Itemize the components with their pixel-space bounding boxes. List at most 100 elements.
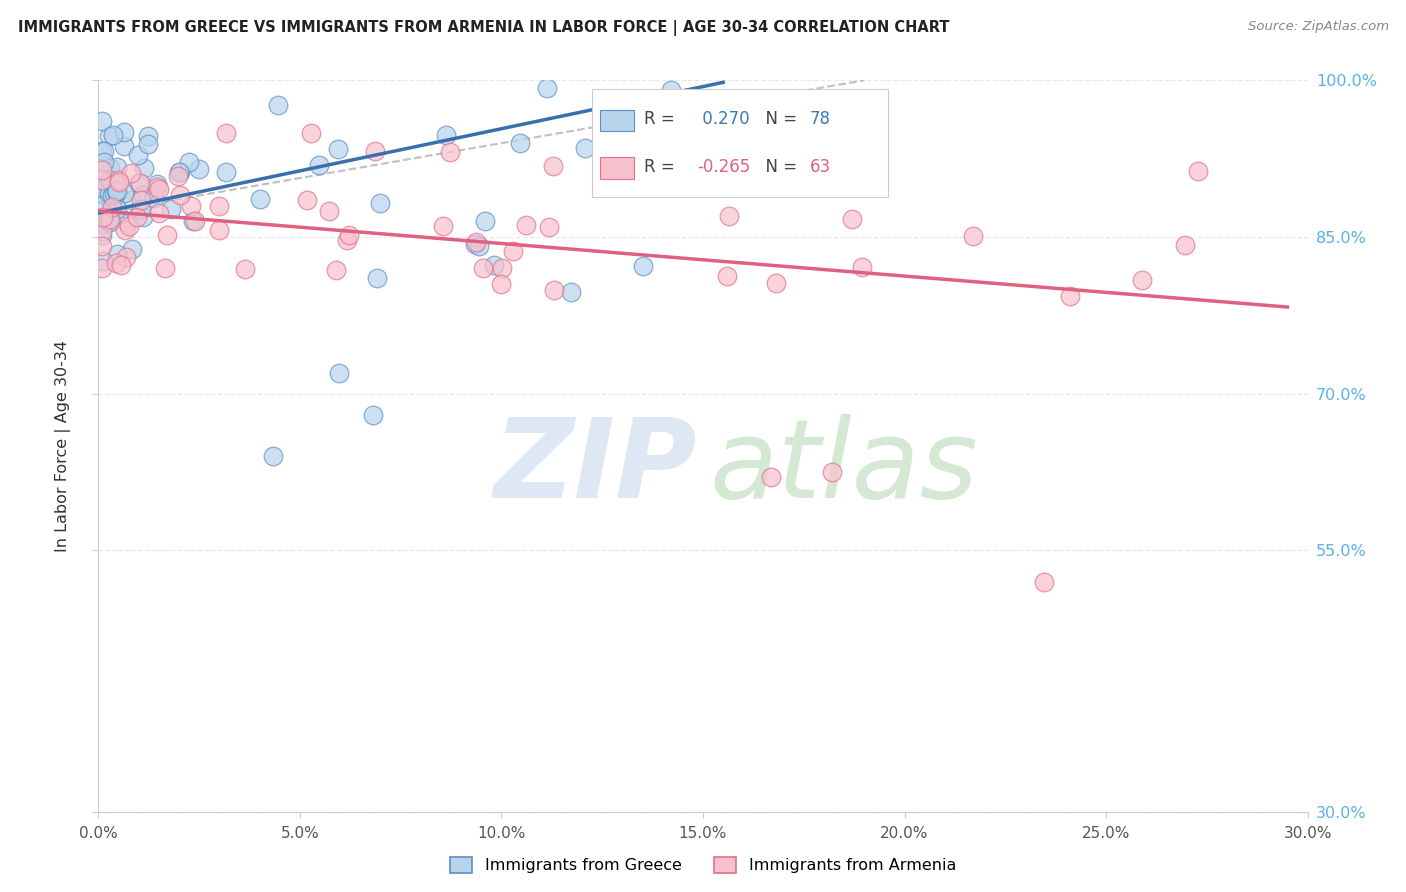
Point	[98, 129, 121, 144]
Point	[98, 161, 121, 175]
Point	[574, 141, 596, 155]
Text: IMMIGRANTS FROM GREECE VS IMMIGRANTS FROM ARMENIA IN LABOR FORCE | AGE 30-34 COR: IMMIGRANTS FROM GREECE VS IMMIGRANTS FRO…	[18, 20, 950, 36]
Point	[464, 236, 486, 251]
Point	[121, 193, 143, 207]
Point	[101, 128, 124, 142]
Point	[432, 219, 454, 233]
Point	[215, 126, 238, 140]
Point	[169, 188, 191, 202]
Point	[143, 191, 166, 205]
Point	[851, 260, 873, 275]
Point	[208, 223, 231, 237]
Text: R =: R =	[644, 158, 679, 176]
Point	[249, 192, 271, 206]
Point	[108, 174, 131, 188]
Point	[100, 172, 122, 186]
Point	[468, 239, 491, 253]
Point	[97, 186, 120, 201]
Point	[127, 211, 149, 225]
Text: Source: ZipAtlas.com: Source: ZipAtlas.com	[1249, 20, 1389, 33]
Point	[465, 235, 488, 249]
Point	[105, 184, 128, 198]
Point	[364, 144, 387, 158]
Point	[115, 216, 138, 230]
Point	[335, 233, 357, 247]
Text: R =: R =	[644, 110, 679, 128]
Point	[91, 253, 114, 268]
Point	[91, 261, 114, 276]
Point	[105, 160, 128, 174]
Point	[91, 173, 114, 187]
Point	[167, 165, 190, 179]
Text: 78: 78	[810, 110, 831, 128]
Point	[177, 155, 200, 169]
Point	[98, 211, 121, 226]
Point	[107, 247, 129, 261]
Point	[361, 408, 384, 422]
Point	[482, 258, 505, 272]
Point	[716, 268, 738, 283]
Point	[129, 202, 152, 217]
Point	[121, 242, 143, 256]
Point	[326, 142, 349, 156]
Point	[439, 145, 461, 159]
Point	[538, 220, 561, 235]
Point	[318, 203, 340, 218]
Point	[560, 285, 582, 299]
Point	[156, 227, 179, 242]
Point	[659, 82, 682, 96]
Point	[107, 173, 129, 187]
Point	[541, 159, 564, 173]
Text: ZIP: ZIP	[494, 415, 697, 522]
Point	[325, 262, 347, 277]
Point	[1130, 273, 1153, 287]
Legend: Immigrants from Greece, Immigrants from Armenia: Immigrants from Greece, Immigrants from …	[443, 850, 963, 880]
Point	[1059, 289, 1081, 303]
Point	[148, 182, 170, 196]
Point	[1174, 238, 1197, 252]
Point	[120, 166, 142, 180]
Point	[91, 186, 114, 201]
Point	[235, 262, 257, 277]
Point	[472, 260, 495, 275]
Point	[491, 260, 513, 275]
FancyBboxPatch shape	[592, 89, 889, 197]
Point	[101, 187, 124, 202]
Point	[502, 244, 524, 258]
Point	[183, 213, 205, 227]
Point	[112, 186, 135, 201]
Text: atlas: atlas	[709, 415, 977, 522]
Point	[91, 113, 114, 128]
Point	[153, 261, 176, 276]
Point	[1187, 164, 1209, 178]
Point	[962, 229, 984, 244]
Point	[132, 188, 155, 202]
Y-axis label: In Labor Force | Age 30-34: In Labor Force | Age 30-34	[55, 340, 70, 552]
Point	[1032, 574, 1054, 589]
Point	[181, 214, 204, 228]
Point	[91, 210, 114, 224]
Point	[93, 154, 115, 169]
Point	[146, 179, 169, 194]
Point	[841, 211, 863, 226]
Point	[328, 366, 350, 380]
Point	[299, 126, 322, 140]
Point	[112, 125, 135, 139]
Text: N =: N =	[755, 158, 803, 176]
Point	[132, 161, 155, 175]
Point	[339, 227, 361, 242]
Point	[91, 182, 114, 196]
Point	[91, 239, 114, 253]
Point	[633, 260, 655, 274]
Point	[132, 210, 155, 224]
Point	[104, 256, 127, 270]
Point	[104, 188, 127, 202]
Point	[148, 206, 170, 220]
Point	[295, 193, 318, 207]
Point	[821, 465, 844, 479]
FancyBboxPatch shape	[600, 110, 634, 131]
Point	[434, 128, 457, 142]
Point	[489, 277, 512, 291]
Point	[98, 213, 121, 227]
Point	[654, 141, 676, 155]
